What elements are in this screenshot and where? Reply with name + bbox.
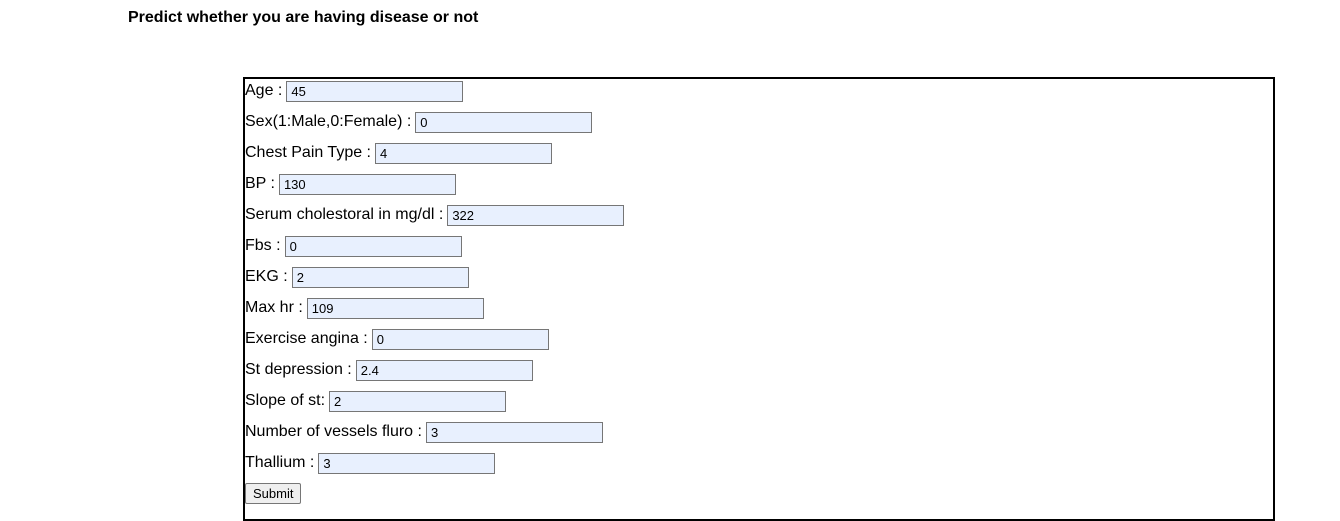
exercise-angina-row: Exercise angina : xyxy=(245,328,549,350)
chest-pain-type-row: Chest Pain Type : xyxy=(245,142,552,164)
fbs-row: Fbs : xyxy=(245,235,462,257)
thallium-input[interactable] xyxy=(318,452,496,474)
thallium-row: Thallium : xyxy=(245,452,496,474)
max-hr-label: Max hr : xyxy=(245,299,303,316)
slope-of-st-label: Slope of st: xyxy=(245,392,326,409)
ekg-row: EKG : xyxy=(245,266,469,288)
exercise-angina-label: Exercise angina : xyxy=(245,330,368,347)
exercise-angina-input[interactable] xyxy=(371,328,549,350)
bp-input[interactable] xyxy=(278,173,456,195)
submit-button[interactable]: Submit xyxy=(245,483,302,504)
vessels-fluro-row: Number of vessels fluro : xyxy=(245,421,603,443)
ekg-label: EKG : xyxy=(245,268,288,285)
age-row: Age : xyxy=(245,80,464,102)
age-input[interactable] xyxy=(286,80,464,102)
page-title: Predict whether you are having disease o… xyxy=(128,9,479,26)
max-hr-input[interactable] xyxy=(306,297,484,319)
bp-row: BP : xyxy=(245,173,456,195)
vessels-fluro-label: Number of vessels fluro : xyxy=(245,423,422,440)
vessels-fluro-input[interactable] xyxy=(425,421,603,443)
fbs-input[interactable] xyxy=(284,235,462,257)
sex-row: Sex(1:Male,0:Female) : xyxy=(245,111,593,133)
slope-of-st-input[interactable] xyxy=(329,390,507,412)
chest-pain-type-input[interactable] xyxy=(375,142,552,164)
ekg-input[interactable] xyxy=(291,266,469,288)
sex-label: Sex(1:Male,0:Female) : xyxy=(245,113,412,130)
fbs-label: Fbs : xyxy=(245,237,281,254)
st-depression-row: St depression : xyxy=(245,359,533,381)
serum-cholesterol-row: Serum cholestoral in mg/dl : xyxy=(245,204,625,226)
serum-cholesterol-input[interactable] xyxy=(447,204,625,226)
serum-cholesterol-label: Serum cholestoral in mg/dl : xyxy=(245,206,444,223)
max-hr-row: Max hr : xyxy=(245,297,484,319)
prediction-form: Age : Sex(1:Male,0:Female) : Chest Pain … xyxy=(243,77,1275,521)
bp-label: BP : xyxy=(245,175,275,192)
st-depression-input[interactable] xyxy=(355,359,533,381)
age-label: Age : xyxy=(245,82,283,99)
chest-pain-type-label: Chest Pain Type : xyxy=(245,144,371,161)
sex-input[interactable] xyxy=(415,111,593,133)
slope-of-st-row: Slope of st: xyxy=(245,390,507,412)
st-depression-label: St depression : xyxy=(245,361,352,378)
thallium-label: Thallium : xyxy=(245,454,315,471)
